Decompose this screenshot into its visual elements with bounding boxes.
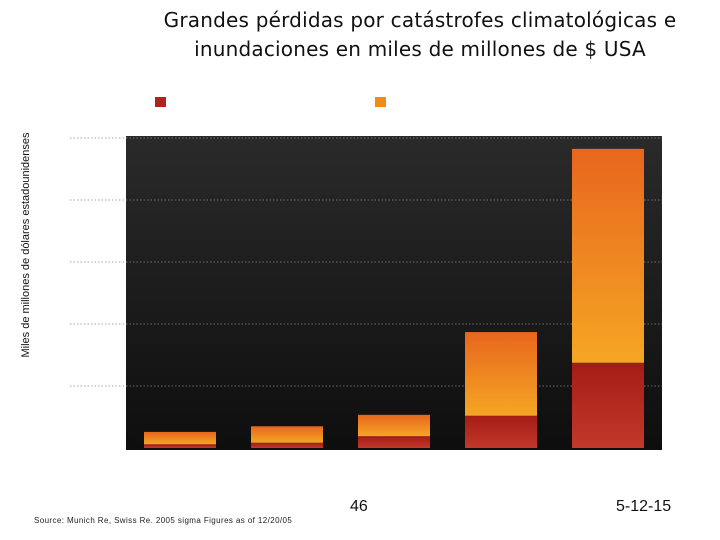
bar-1-series-2 <box>144 431 216 445</box>
bar-3-series-1 <box>358 436 430 448</box>
bar-5-series-1 <box>572 362 644 448</box>
bars <box>144 148 644 448</box>
bar-2-series-2 <box>251 426 323 443</box>
bar-5-series-2 <box>572 148 644 363</box>
source-note: Source: Munich Re, Swiss Re. 2005 sigma … <box>34 516 293 525</box>
chart-title: Grandes pérdidas por catástrofes climato… <box>163 8 677 61</box>
bar-4-series-2 <box>465 332 537 416</box>
date-label: 5-12-15 <box>616 498 672 515</box>
gridlines <box>70 137 662 387</box>
bar-4-series-1 <box>465 415 537 448</box>
legend-swatch-series-1 <box>155 97 166 107</box>
page-number: 46 <box>350 498 368 515</box>
bar-2-series-1 <box>251 442 323 448</box>
bar-1-series-1 <box>144 444 216 448</box>
bar-3-series-2 <box>358 414 430 437</box>
legend-swatch-series-2 <box>375 97 386 107</box>
